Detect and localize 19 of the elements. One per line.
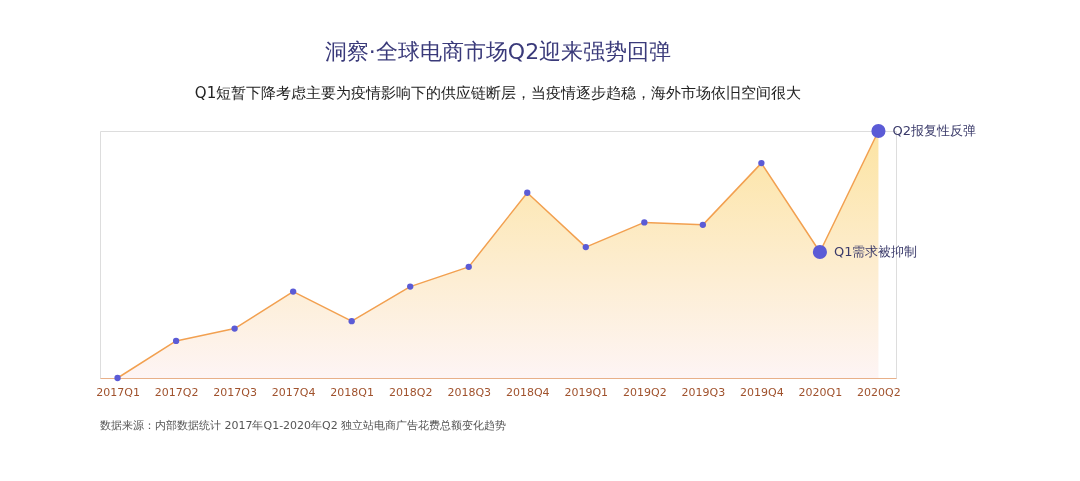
x-tick-label: 2019Q4 xyxy=(740,385,784,399)
x-tick-label: 2017Q2 xyxy=(154,385,199,399)
chart-subtitle: Q1短暂下降考虑主要为疫情影响下的供应链断层，当疫情逐步趋稳，海外市场依旧空间很大 xyxy=(194,83,802,102)
x-tick-label: 2018Q4 xyxy=(505,385,550,399)
annotation: Q2报复性反弹 xyxy=(892,123,976,138)
source-note: 数据来源：内部数据统计 2017年Q1-2020年Q2 独立站电商广告花费总额变化趋势 xyxy=(100,419,507,432)
x-tick-label: 2018Q1 xyxy=(330,385,374,399)
x-tick-label: 2019Q1 xyxy=(564,385,609,399)
chart-title: 洞察·全球电商市场Q2迎来强势回弹 xyxy=(324,38,672,64)
x-tick-label: 2020Q1 xyxy=(798,385,843,399)
x-tick-label: 2017Q3 xyxy=(213,385,257,399)
x-tick-label: 2019Q2 xyxy=(623,385,667,399)
annotation: Q1需求被抑制 xyxy=(833,244,918,260)
x-tick-label: 2017Q1 xyxy=(96,385,140,399)
x-tick-label: 2020Q2 xyxy=(857,385,901,399)
x-tick-label: 2019Q3 xyxy=(681,385,726,399)
x-tick-label: 2018Q3 xyxy=(447,385,492,399)
x-tick-label: 2018Q2 xyxy=(388,385,433,399)
x-tick-label: 2017Q4 xyxy=(271,385,316,399)
